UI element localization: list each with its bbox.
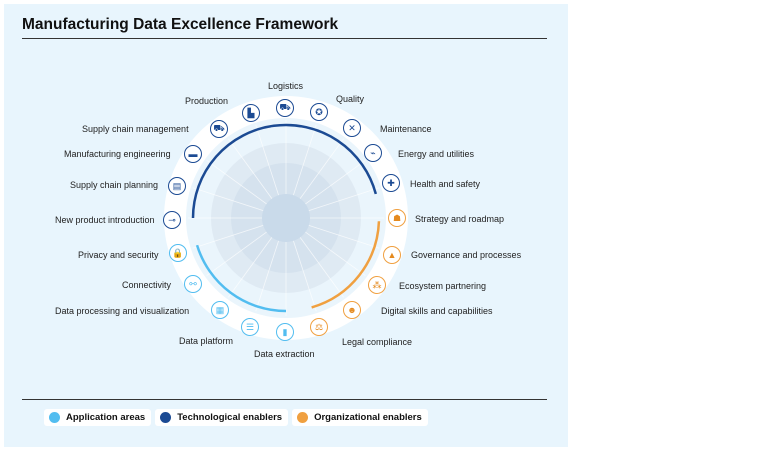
spoke bbox=[305, 231, 366, 276]
framework-item-label: Legal compliance bbox=[342, 337, 413, 347]
spoke bbox=[308, 187, 380, 211]
pyramid-icon: ▲ bbox=[383, 246, 401, 264]
spoke bbox=[299, 138, 344, 199]
spoke bbox=[192, 187, 264, 211]
database-icon: ☰ bbox=[241, 318, 259, 336]
legend-organizational: Organizational enablers bbox=[292, 409, 428, 426]
legend-label: Organizational enablers bbox=[314, 412, 422, 423]
forklift-icon: ⛟ bbox=[276, 99, 294, 117]
data-extraction-icon: ▮ bbox=[276, 323, 294, 341]
spoke bbox=[255, 124, 279, 196]
framework-item-label: Strategy and roadmap bbox=[415, 214, 505, 224]
tools-icon: ✕ bbox=[343, 119, 361, 137]
medical-hand-icon: ✚ bbox=[382, 174, 400, 192]
framework-item-label: Privacy and security bbox=[78, 250, 159, 260]
lock-icon: 🔒 bbox=[169, 244, 187, 262]
head-gear-icon: ☻ bbox=[343, 301, 361, 319]
framework-item-label: Health and safety bbox=[410, 179, 481, 189]
legend-swatch bbox=[160, 412, 172, 423]
spoke bbox=[206, 231, 267, 276]
spoke bbox=[192, 225, 264, 249]
network-icon: ⁂ bbox=[368, 276, 386, 294]
framework-item-label: Manufacturing engineering bbox=[64, 149, 171, 159]
framework-item-label: Governance and processes bbox=[411, 250, 522, 260]
microscope-icon: ⊸ bbox=[163, 211, 181, 229]
plug-icon: ⌁ bbox=[364, 144, 382, 162]
visualization-icon: ▦ bbox=[211, 301, 229, 319]
organizational-arc bbox=[311, 221, 381, 309]
legend-divider bbox=[22, 399, 547, 400]
framework-item-label: Digital skills and capabilities bbox=[381, 306, 493, 316]
spoke bbox=[206, 160, 267, 205]
framework-item-label: New product introduction bbox=[55, 215, 155, 225]
center-disk bbox=[262, 194, 310, 242]
framework-item-label: Connectivity bbox=[122, 280, 172, 290]
spoke bbox=[308, 225, 380, 249]
framework-item-label: Production bbox=[185, 96, 229, 106]
award-ribbon-icon: ✪ bbox=[310, 103, 328, 121]
framework-item-label: Data platform bbox=[179, 336, 234, 346]
factory-icon: ▙ bbox=[242, 104, 260, 122]
spoke bbox=[305, 160, 366, 205]
framework-item-label: Supply chain planning bbox=[70, 180, 159, 190]
legend-label: Application areas bbox=[66, 412, 146, 423]
spoke bbox=[255, 240, 279, 312]
page-title: Manufacturing Data Excellence Framework bbox=[22, 16, 339, 33]
spoke bbox=[293, 240, 317, 312]
gavel-icon: ⚖ bbox=[310, 318, 328, 336]
legend-swatch bbox=[297, 412, 309, 423]
framework-item-label: Maintenance bbox=[380, 124, 432, 134]
truck-icon: ⛟ bbox=[210, 120, 228, 138]
legend-label: Technological enablers bbox=[177, 412, 283, 423]
spoke bbox=[228, 138, 273, 199]
legend-swatch bbox=[49, 412, 60, 423]
connector-icon: ⚯ bbox=[184, 275, 202, 293]
machine-icon: ▬ bbox=[184, 145, 202, 163]
spoke bbox=[293, 124, 317, 196]
framework-item-label: Energy and utilities bbox=[398, 149, 475, 159]
framework-item-label: Ecosystem partnering bbox=[399, 281, 487, 291]
title-divider bbox=[22, 38, 547, 39]
legend-technological: Technological enablers bbox=[155, 409, 289, 426]
framework-item-label: Logistics bbox=[268, 81, 304, 91]
legend-application: Application areas bbox=[44, 409, 152, 426]
spoke bbox=[228, 237, 273, 298]
people-board-icon: ☗ bbox=[388, 209, 406, 227]
framework-item-label: Data processing and visualization bbox=[55, 306, 190, 316]
framework-item-label: Quality bbox=[336, 94, 365, 104]
technological-arc bbox=[191, 123, 378, 219]
planning-board-icon: ▤ bbox=[168, 177, 186, 195]
application-arc bbox=[195, 244, 287, 313]
framework-item-label: Data extraction bbox=[254, 349, 315, 359]
framework-item-label: Supply chain management bbox=[82, 124, 189, 134]
spoke bbox=[299, 237, 344, 298]
